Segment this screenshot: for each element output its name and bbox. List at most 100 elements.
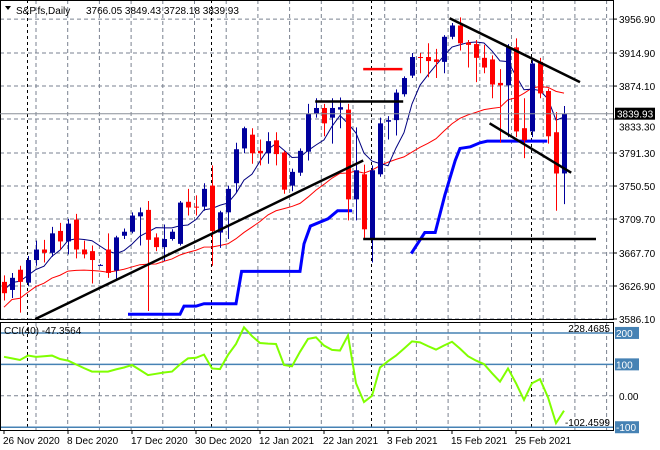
candle — [482, 44, 487, 74]
candle-body — [26, 260, 31, 283]
cci-levels — [0, 332, 613, 428]
candle — [322, 103, 327, 137]
cci-level-label: 200 — [616, 329, 633, 340]
candle — [98, 264, 103, 266]
candle-body — [218, 212, 223, 233]
y-tick-label: 3874.10 — [619, 82, 656, 93]
drawn-lines[interactable] — [34, 17, 596, 321]
candle — [418, 52, 423, 74]
candle — [546, 88, 551, 144]
candle — [410, 52, 415, 79]
candle — [514, 38, 519, 138]
ohlc-label: 3766.05 3849.43 3728.18 3839.93 — [86, 6, 239, 17]
candle — [282, 150, 287, 194]
candle-body — [474, 44, 479, 58]
candle — [162, 224, 167, 261]
y-tick-label: 3833.30 — [619, 123, 656, 134]
candle — [186, 188, 191, 216]
candle-body — [386, 120, 391, 122]
candle — [402, 76, 407, 97]
candle-body — [298, 150, 303, 173]
candle — [74, 213, 79, 259]
candle — [106, 233, 111, 278]
y-tick-label: 3956.90 — [619, 15, 656, 26]
candle — [266, 132, 271, 164]
candle — [202, 183, 207, 211]
x-tick-label: 26 Nov 2020 — [3, 436, 60, 447]
candle — [242, 126, 247, 154]
candle — [178, 200, 183, 246]
candle-body — [306, 113, 311, 152]
channel-upper-line[interactable] — [449, 17, 581, 84]
candle — [2, 275, 7, 301]
candle-body — [114, 237, 119, 271]
candle — [330, 98, 335, 144]
candle-body — [186, 201, 191, 208]
candle-body — [266, 141, 271, 154]
candle — [362, 164, 367, 240]
triangle-down-icon[interactable] — [5, 6, 11, 10]
candle-body — [18, 269, 23, 282]
candle-body — [354, 170, 359, 200]
candle — [114, 235, 119, 279]
candle-body — [418, 57, 423, 59]
candle — [370, 165, 375, 263]
candle — [50, 226, 55, 257]
x-tick-label: 3 Feb 2021 — [387, 436, 438, 447]
candle — [506, 44, 511, 138]
candle-body — [378, 123, 383, 175]
y-tick-label: 3750.50 — [619, 182, 656, 193]
candle — [378, 117, 383, 177]
current-price-label: 3839.93 — [617, 110, 654, 121]
x-tick-label: 22 Jan 2021 — [323, 436, 378, 447]
channel-lower-line[interactable] — [488, 122, 572, 174]
x-tick-label: 8 Dec 2020 — [67, 436, 119, 447]
cci-level-label: 0.00 — [619, 392, 639, 403]
candle — [386, 116, 391, 140]
candle-body — [250, 134, 255, 154]
candle-body — [170, 231, 175, 240]
candle — [130, 212, 135, 234]
candle-body — [106, 249, 111, 273]
x-tick-label: 12 Jan 2021 — [259, 436, 314, 447]
candle-body — [330, 107, 335, 118]
cci-range-label: 228.4685 — [568, 324, 610, 335]
candle — [490, 55, 495, 99]
candle — [34, 240, 39, 266]
candle-body — [410, 57, 415, 76]
candle-body — [466, 42, 471, 45]
candle — [474, 40, 479, 83]
cci-level-box — [615, 326, 639, 339]
x-tick-label: 15 Feb 2021 — [451, 436, 508, 447]
candle-body — [530, 63, 535, 132]
candle-body — [402, 78, 407, 95]
candle-body — [154, 237, 159, 248]
uptrend-line[interactable] — [34, 159, 364, 321]
candle — [258, 139, 263, 166]
candle-body — [202, 188, 207, 207]
candle — [194, 195, 199, 216]
candle-body — [10, 277, 15, 290]
candle-body — [42, 249, 47, 253]
candle — [42, 239, 47, 263]
candle — [538, 57, 543, 99]
candle — [138, 207, 143, 246]
candle-body — [498, 82, 503, 86]
candle-body — [242, 128, 247, 149]
candle-body — [314, 107, 319, 114]
candle — [298, 148, 303, 176]
candle-body — [210, 185, 215, 231]
candle-body — [394, 92, 399, 121]
cci-line — [3, 325, 565, 426]
candle-body — [434, 59, 439, 62]
candles — [2, 17, 567, 313]
price-panel-frame — [0, 0, 614, 320]
candle-body — [226, 188, 231, 213]
candle-body — [66, 223, 71, 242]
candle — [18, 265, 23, 313]
candle-body — [130, 215, 135, 232]
candle-body — [282, 152, 287, 190]
candle — [394, 89, 399, 136]
